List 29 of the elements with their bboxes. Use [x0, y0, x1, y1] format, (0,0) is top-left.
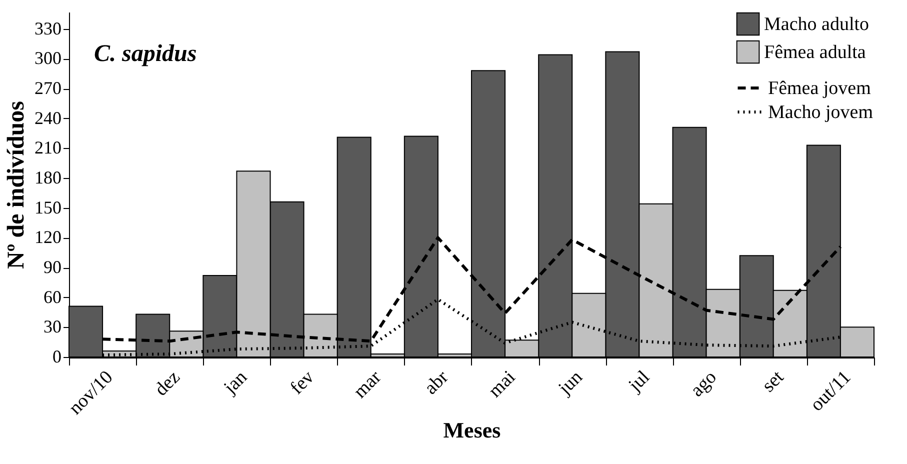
x-tick-label: mai: [484, 366, 520, 402]
y-axis-title: Nº de indivíduos: [4, 101, 30, 269]
x-tick-label: jul: [624, 366, 654, 397]
x-tick-label: mar: [350, 366, 386, 403]
x-tick-label: jan: [219, 366, 252, 399]
y-tick-label: 180: [34, 168, 62, 188]
y-tick-label: 0: [52, 346, 62, 366]
x-tick-label: ago: [686, 366, 721, 402]
legend-label: Fêmea adulta: [764, 42, 866, 63]
legend-label: Macho jovem: [768, 102, 874, 123]
x-tick-label: fev: [286, 366, 319, 399]
legend-label: Macho adulto: [764, 14, 870, 35]
y-tick-label: 120: [34, 227, 62, 248]
y-tick-label: 150: [34, 197, 62, 218]
y-tick-label: 240: [34, 108, 62, 128]
y-tick-label: 330: [34, 18, 62, 38]
y-tick-label: 270: [34, 78, 62, 98]
legend-label: Fêmea jovem: [768, 78, 872, 99]
x-tick-label: abr: [420, 366, 454, 399]
y-tick-label: 60: [44, 286, 62, 307]
x-tick-label: jun: [554, 366, 588, 400]
y-tick-label: 30: [44, 316, 62, 337]
x-tick-label: set: [758, 366, 789, 397]
y-tick-label: 210: [34, 138, 62, 158]
y-tick-label: 300: [34, 48, 62, 68]
x-axis-title: Meses: [443, 417, 502, 442]
text: C. sapidus: [94, 41, 197, 67]
y-tick-label: 90: [44, 257, 62, 278]
x-tick-label: dez: [150, 366, 184, 400]
